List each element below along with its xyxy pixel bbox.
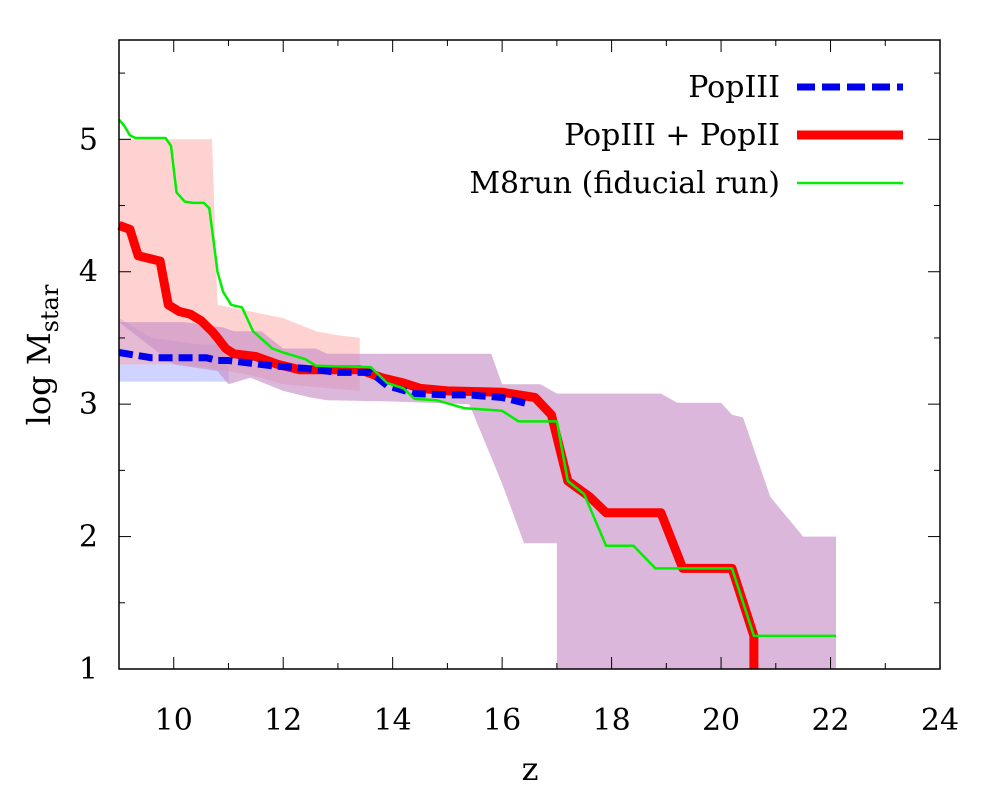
x-tick-label: 16 — [483, 703, 521, 738]
y-tick-label: 2 — [79, 520, 98, 555]
x-tick-label: 24 — [921, 703, 959, 738]
legend-label-popiii-popii: PopIII + PopII — [564, 118, 780, 153]
series-lines — [117, 118, 836, 669]
series-line-m8run-fiducial-run — [118, 118, 836, 638]
legend-label-popiii: PopIII — [688, 70, 780, 105]
band-m8run-range — [119, 322, 836, 669]
y-tick-label: 3 — [79, 387, 98, 422]
x-tick-label: 14 — [374, 703, 412, 738]
legend-label-m8run-fiducial-run: M8run (fiducial run) — [469, 166, 780, 201]
x-axis-title: z — [522, 750, 539, 788]
x-tick-label: 20 — [702, 703, 740, 738]
y-axis-title-sub: star — [36, 284, 64, 332]
axis-ticks — [118, 40, 941, 670]
y-axis-title: log Mstar — [20, 284, 64, 425]
shaded-bands — [119, 139, 836, 669]
x-tick-label: 12 — [264, 703, 302, 738]
plot-frame — [118, 39, 941, 670]
series-line-popiii — [118, 349, 531, 408]
x-tick-label: 10 — [155, 703, 193, 738]
y-axis-title-main: log M — [20, 332, 58, 425]
x-tick-label: 22 — [811, 703, 849, 738]
y-tick-label: 4 — [79, 255, 98, 290]
legend: PopIII PopIII + PopII M8run (fiducial run) — [469, 70, 903, 201]
y-tick-label: 1 — [79, 652, 98, 687]
x-tick-label: 18 — [593, 703, 631, 738]
y-tick-label: 5 — [79, 122, 98, 157]
